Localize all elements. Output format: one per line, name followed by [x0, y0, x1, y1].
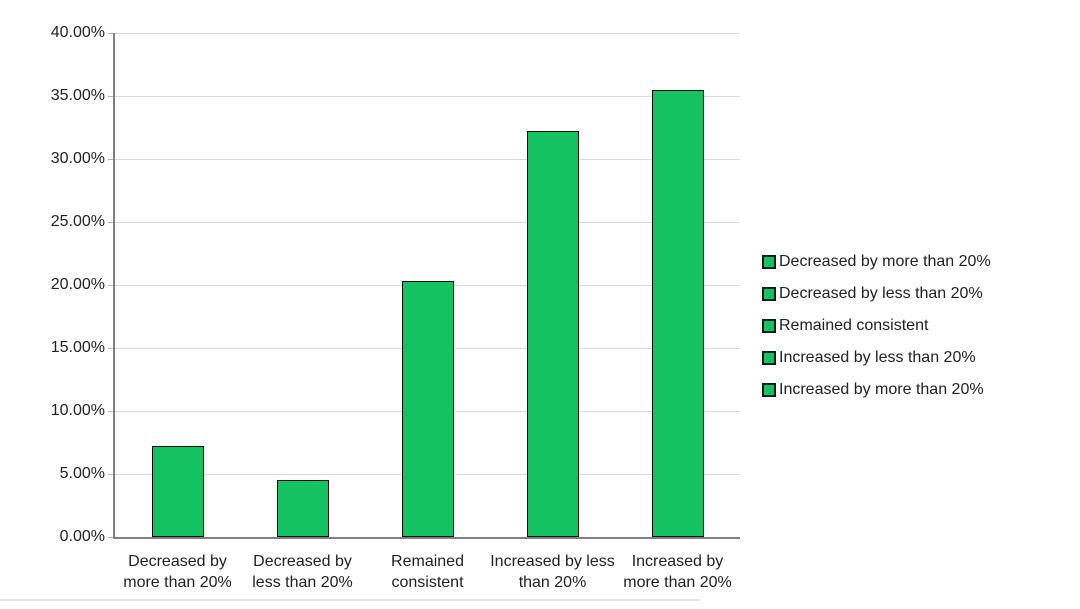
- x-axis-category-label: Increased by more than 20%: [615, 551, 740, 593]
- x-axis-category-label: Increased by less than 20%: [490, 551, 615, 593]
- x-axis-label-line: Decreased by: [128, 553, 227, 570]
- y-axis-tick: [108, 537, 113, 538]
- x-axis-label-line: Decreased by: [253, 553, 352, 570]
- y-axis-tick: [108, 222, 113, 223]
- x-axis-label-line: more than 20%: [123, 574, 232, 591]
- y-axis-tick-label: 40.00%: [50, 24, 105, 41]
- y-axis-tick-label: 30.00%: [50, 150, 105, 167]
- gridline: [115, 96, 740, 97]
- y-axis-tick-label: 15.00%: [50, 339, 105, 356]
- x-axis-category-label: Decreased by more than 20%: [115, 551, 240, 593]
- y-axis-tick: [108, 285, 113, 286]
- gridline: [115, 222, 740, 223]
- legend-label: Decreased by more than 20%: [779, 253, 991, 270]
- y-axis-tick-label: 10.00%: [50, 402, 105, 419]
- legend-label: Increased by more than 20%: [779, 381, 984, 398]
- legend: Decreased by more than 20% Decreased by l…: [762, 252, 991, 412]
- legend-swatch-icon: [762, 287, 776, 301]
- legend-item: Remained consistent: [762, 316, 991, 336]
- legend-label: Decreased by less than 20%: [779, 285, 983, 302]
- y-axis-tick-label: 20.00%: [50, 276, 105, 293]
- x-axis-category-label: Decreased by less than 20%: [240, 551, 365, 593]
- gridline: [115, 33, 740, 34]
- legend-swatch-icon: [762, 351, 776, 365]
- x-axis-label-line: Increased by less: [490, 553, 615, 570]
- x-axis-category-label: Remained consistent: [365, 551, 490, 593]
- bar-2: [277, 480, 329, 537]
- y-axis-line: [113, 33, 115, 539]
- legend-item: Increased by more than 20%: [762, 380, 991, 400]
- legend-swatch-icon: [762, 383, 776, 397]
- legend-item: Decreased by less than 20%: [762, 284, 991, 304]
- x-axis-label-line: Remained: [391, 553, 464, 570]
- x-axis-line: [113, 537, 740, 539]
- bottom-divider: [0, 599, 700, 601]
- legend-label: Increased by less than 20%: [779, 349, 976, 366]
- x-axis-label-line: Increased by: [631, 553, 724, 570]
- x-axis-label-line: more than 20%: [623, 574, 732, 591]
- y-axis-tick-label: 0.00%: [59, 528, 105, 545]
- bar-4: [527, 131, 579, 537]
- legend-label: Remained consistent: [779, 317, 929, 334]
- gridline: [115, 159, 740, 160]
- bar-5: [652, 90, 704, 537]
- y-axis-tick-label: 5.00%: [59, 465, 105, 482]
- bar-3: [402, 281, 454, 537]
- y-axis-tick-label: 25.00%: [50, 213, 105, 230]
- y-axis-tick: [108, 96, 113, 97]
- y-axis-tick: [108, 411, 113, 412]
- x-axis-label-line: consistent: [391, 574, 464, 591]
- legend-item: Increased by less than 20%: [762, 348, 991, 368]
- y-axis-tick: [108, 159, 113, 160]
- y-axis-tick: [108, 33, 113, 34]
- bar-1: [152, 446, 204, 537]
- y-axis-tick: [108, 474, 113, 475]
- x-axis-label-line: less than 20%: [252, 574, 353, 591]
- y-axis-tick-label: 35.00%: [50, 87, 105, 104]
- x-axis-label-line: than 20%: [518, 574, 587, 591]
- legend-swatch-icon: [762, 319, 776, 333]
- legend-item: Decreased by more than 20%: [762, 252, 991, 272]
- legend-swatch-icon: [762, 255, 776, 269]
- y-axis-tick: [108, 348, 113, 349]
